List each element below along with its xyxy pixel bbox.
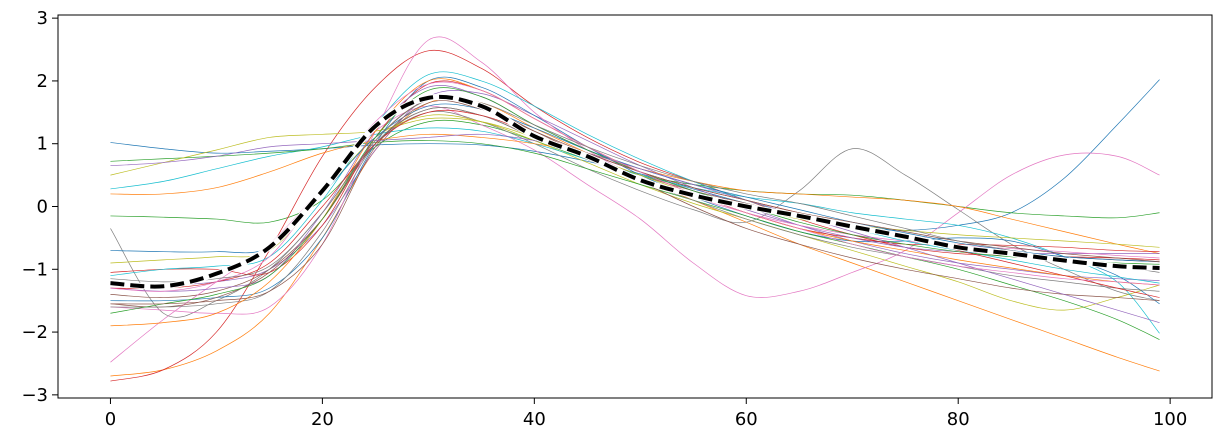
series-line-s10 xyxy=(110,127,1160,334)
y-tick-label: −3 xyxy=(21,385,48,406)
y-tick-label: 3 xyxy=(37,8,48,29)
series-line-s7 xyxy=(110,105,1160,363)
x-tick-label: 100 xyxy=(1153,409,1187,430)
series-line-s26 xyxy=(110,100,1160,305)
y-tick-label: −2 xyxy=(21,322,48,343)
series-line-s8 xyxy=(110,111,1160,318)
y-tick-label: 2 xyxy=(37,71,48,92)
x-axis: 0 20 40 60 80 100 xyxy=(105,398,1187,430)
x-tick-label: 40 xyxy=(523,409,546,430)
x-tick-label: 60 xyxy=(735,409,758,430)
series-line-s13 xyxy=(110,140,1160,340)
y-tick-label: 0 xyxy=(37,197,48,218)
series-line-s15 xyxy=(110,85,1160,292)
mean-series-group xyxy=(110,93,1160,290)
series-line-s6 xyxy=(110,107,1160,298)
series-line-s12 xyxy=(110,133,1160,254)
axes-frame xyxy=(57,14,1213,399)
y-tick-label: 1 xyxy=(37,134,48,155)
y-tick-label: −1 xyxy=(21,259,48,280)
plot-lines xyxy=(110,36,1160,382)
x-tick-label: 20 xyxy=(311,409,334,430)
series-line-s3 xyxy=(110,119,1160,224)
series-line-s25 xyxy=(110,133,1160,323)
mean-line xyxy=(110,94,1160,289)
series-line-s20 xyxy=(110,71,1160,284)
series-line-s17 xyxy=(110,36,1160,315)
series-line-s9 xyxy=(110,114,1160,311)
series-line-s24 xyxy=(110,109,1160,298)
series-line-s27 xyxy=(110,81,1160,292)
series-line-s19 xyxy=(110,117,1160,248)
y-axis: −3 −2 −1 0 1 2 3 xyxy=(21,8,58,406)
series-line-s1 xyxy=(110,79,1160,231)
series-line-s11 xyxy=(110,76,1160,305)
series-line-s28 xyxy=(110,96,1160,283)
x-tick-label: 80 xyxy=(947,409,970,430)
x-tick-label: 0 xyxy=(105,409,116,430)
series-line-s23 xyxy=(110,87,1160,314)
